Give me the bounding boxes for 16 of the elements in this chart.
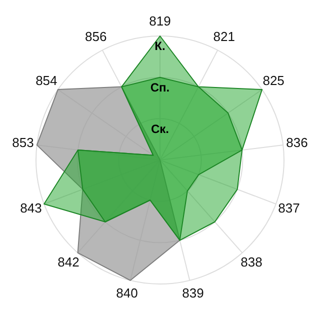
spoke-label: 825	[262, 73, 284, 88]
spoke-label: 837	[278, 200, 300, 216]
y-tick-label: Ск.	[150, 122, 170, 136]
spoke-label: 843	[20, 200, 42, 216]
y-tick-label: Сп.	[150, 80, 170, 95]
y-tick-label: К.	[154, 39, 166, 54]
spoke-label: 842	[58, 254, 80, 270]
spoke-label: 838	[240, 254, 262, 270]
spoke-label: 840	[116, 285, 138, 300]
spoke-label: 836	[286, 134, 308, 150]
spoke-label: 853	[12, 134, 34, 150]
spoke-label: 821	[213, 29, 235, 44]
spoke-label: 854	[36, 73, 58, 88]
spoke-label: 819	[149, 13, 171, 28]
spoke-label: 839	[182, 285, 204, 300]
spoke-label: 856	[85, 29, 107, 44]
